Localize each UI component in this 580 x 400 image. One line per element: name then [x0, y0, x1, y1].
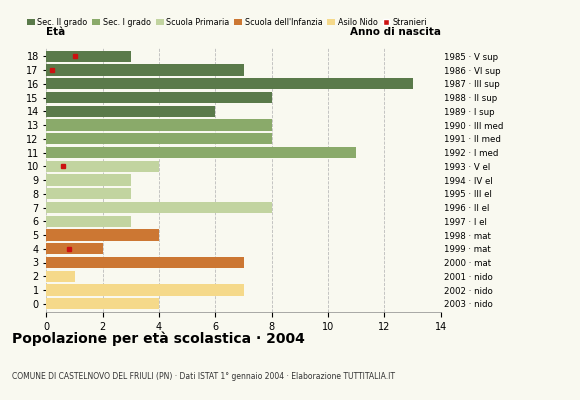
Bar	[46, 174, 131, 186]
Bar	[46, 92, 272, 103]
Bar	[46, 133, 272, 144]
Bar	[46, 257, 244, 268]
Bar	[46, 298, 159, 309]
Bar	[46, 161, 159, 172]
Bar	[46, 271, 75, 282]
Text: Popolazione per età scolastica · 2004: Popolazione per età scolastica · 2004	[12, 332, 304, 346]
Bar	[46, 51, 131, 62]
Bar	[46, 202, 272, 213]
Text: Anno di nascita: Anno di nascita	[350, 28, 441, 38]
Bar	[46, 147, 356, 158]
Bar	[46, 78, 412, 89]
Bar	[46, 229, 159, 241]
Text: COMUNE DI CASTELNOVO DEL FRIULI (PN) · Dati ISTAT 1° gennaio 2004 · Elaborazione: COMUNE DI CASTELNOVO DEL FRIULI (PN) · D…	[12, 372, 394, 381]
Bar	[46, 216, 131, 227]
Bar	[46, 64, 244, 76]
Bar	[46, 106, 215, 117]
Text: Età: Età	[46, 28, 66, 38]
Bar	[46, 119, 272, 131]
Bar	[46, 188, 131, 199]
Bar	[46, 243, 103, 254]
Legend: Sec. II grado, Sec. I grado, Scuola Primaria, Scuola dell'Infanzia, Asilo Nido, : Sec. II grado, Sec. I grado, Scuola Prim…	[27, 18, 427, 27]
Bar	[46, 284, 244, 296]
